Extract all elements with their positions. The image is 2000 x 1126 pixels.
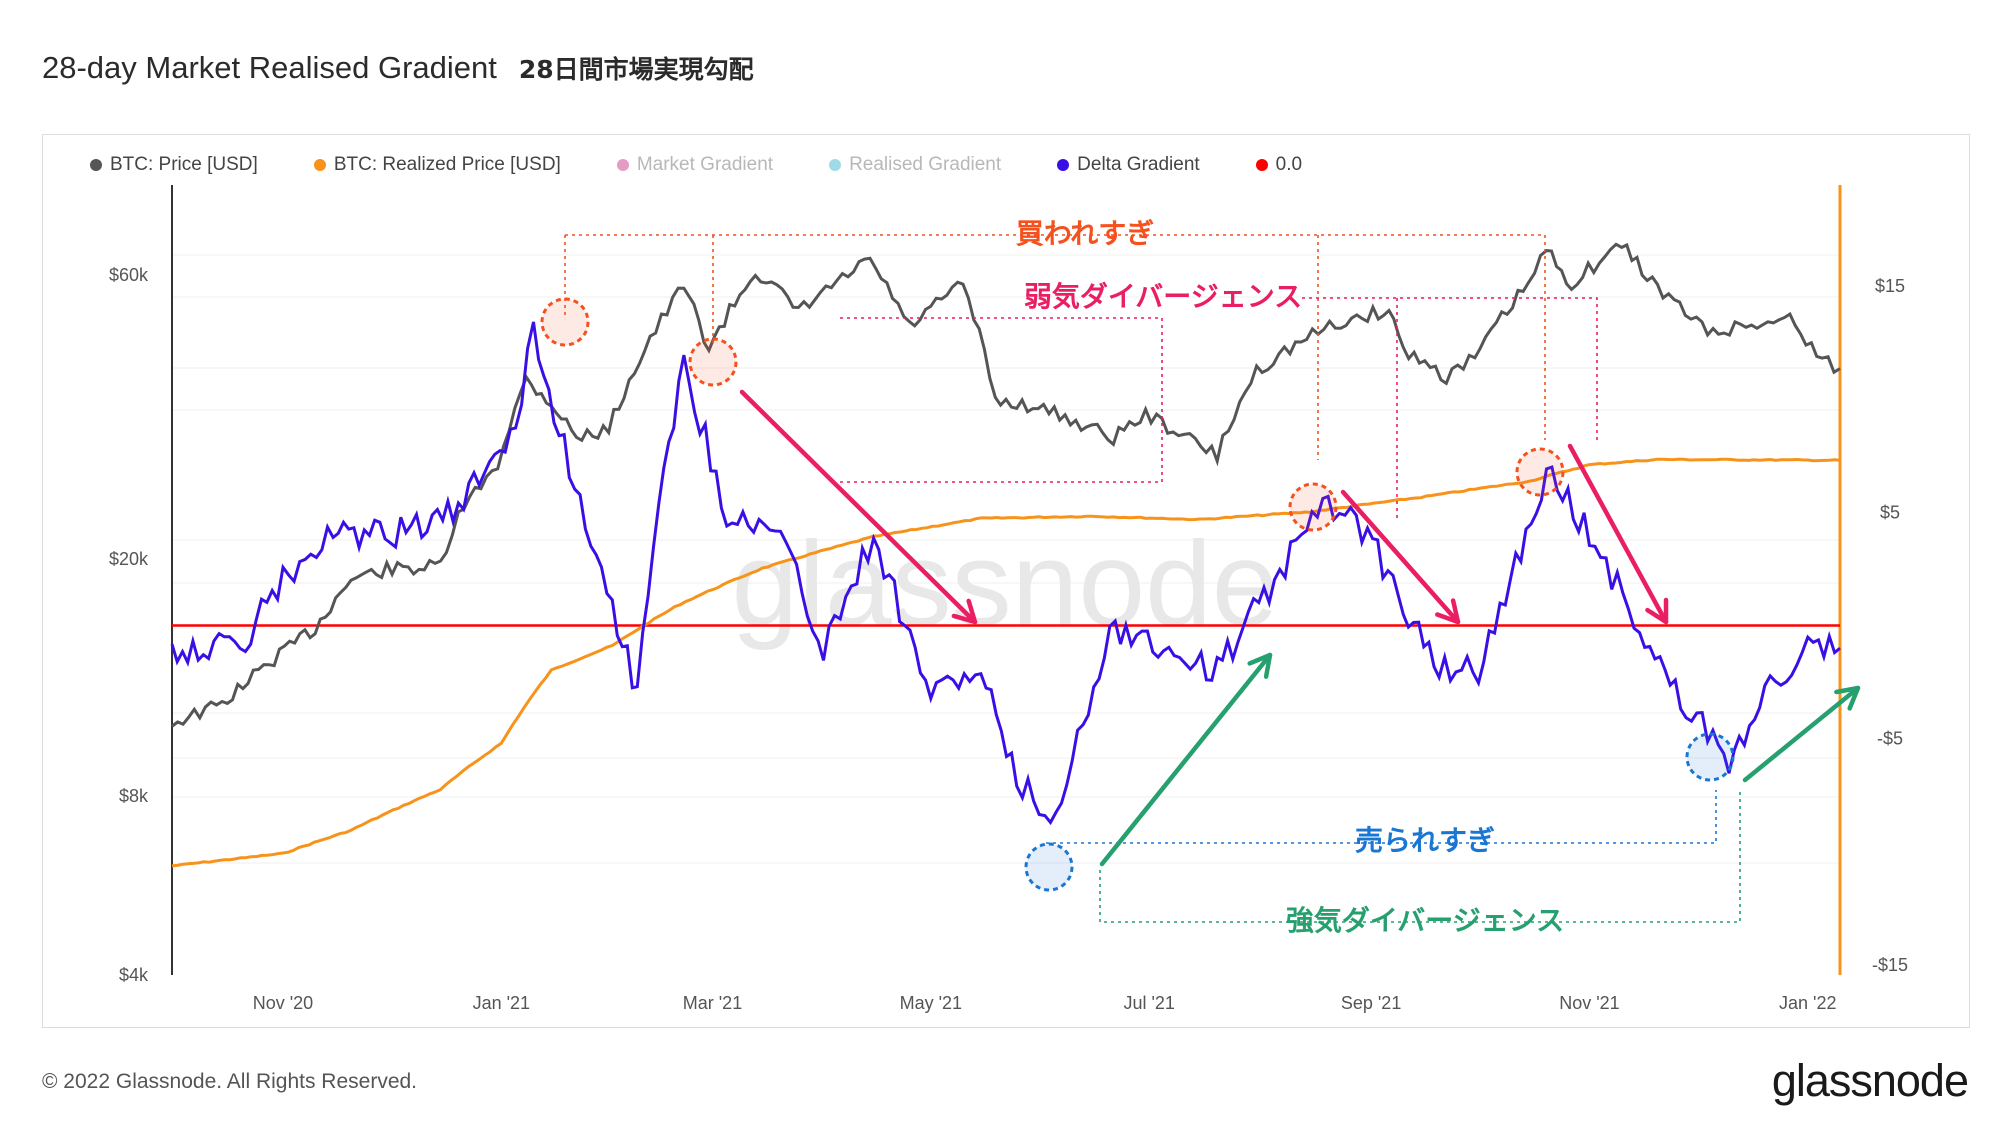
x-tick-label-0: Nov '20 (253, 993, 313, 1013)
left-tick-label-1: $20k (109, 549, 149, 569)
strong-arrow-1-head (1247, 652, 1273, 679)
right-tick-label-2: -$5 (1877, 729, 1903, 749)
legend-item-market-gradient[interactable]: Market Gradient (616, 154, 774, 176)
left-tick-label-0: $60k (109, 265, 149, 285)
overbought-label: 買われすぎ (1016, 217, 1155, 250)
strong-divergence-bracket (1099, 790, 1741, 923)
weak-arrow-2 (1340, 489, 1461, 625)
right-tick-label-3: -$15 (1872, 955, 1908, 975)
legend-label-delta-gradient: Delta Gradient (1077, 154, 1200, 175)
weak-divergence-bracket (840, 297, 1598, 520)
oversold-circle-1 (1685, 732, 1735, 782)
weak-arrow-1-head (951, 598, 978, 625)
legend-label-market-gradient: Market Gradient (636, 154, 774, 175)
chart-title-row: 28-day Market Realised Gradient 28日間市場実現… (42, 50, 754, 86)
right-tick-label-1: $5 (1880, 502, 1900, 522)
overbought-circle-3 (1515, 447, 1565, 497)
legend-label-zero-line: 0.0 (1275, 154, 1303, 175)
chart-title: 28-day Market Realised Gradient (42, 50, 497, 85)
x-tick-label-1: Jan '21 (473, 993, 530, 1013)
legend-label-price: BTC: Price [USD] (110, 154, 258, 175)
legend-dot-realized-price (313, 159, 326, 171)
chart-legend: BTC: Price [USD] BTC: Realized Price [US… (90, 154, 1302, 176)
legend-item-realized-price[interactable]: BTC: Realized Price [USD] (313, 154, 561, 176)
legend-item-realised-gradient[interactable]: Realised Gradient (829, 154, 1001, 176)
oversold-circle-0 (1024, 842, 1074, 892)
overbought-circle-0 (540, 297, 590, 347)
strong-arrow-2 (1742, 685, 1861, 783)
strong-arrow-2-head (1834, 685, 1861, 711)
delta-gradient-line (170, 321, 1841, 826)
strong-arrow-1 (1099, 652, 1273, 867)
weak-arrow-1 (739, 389, 978, 625)
legend-label-realized-price: BTC: Realized Price [USD] (333, 154, 561, 175)
left-tick-label-3: $4k (119, 965, 149, 985)
overbought-circle-2 (1288, 482, 1338, 532)
legend-dot-delta-gradient (1057, 159, 1070, 171)
left-tick-label-2: $8k (119, 786, 149, 806)
legend-item-delta-gradient[interactable]: Delta Gradient (1057, 154, 1200, 176)
weak-arrow-3 (1567, 443, 1669, 625)
weak-arrow-3-head (1645, 597, 1669, 625)
footer-copyright: © 2022 Glassnode. All Rights Reserved. (42, 1070, 418, 1093)
overbought-bracket (564, 234, 1546, 460)
legend-dot-price (90, 159, 102, 171)
legend-item-zero-line[interactable]: 0.0 (1255, 154, 1303, 176)
x-tick-label-4: Jul '21 (1123, 993, 1174, 1013)
overbought-circle-1 (688, 337, 738, 387)
realized-price-line (171, 457, 1841, 868)
legend-dot-zero-line (1255, 159, 1268, 171)
legend-dot-market-gradient (616, 159, 629, 171)
glassnode-watermark: glassnode (731, 517, 1278, 651)
btc-price-line (171, 242, 1841, 728)
x-tick-label-7: Jan '22 (1779, 993, 1836, 1013)
right-tick-label-0: $15 (1875, 276, 1905, 296)
x-tick-label-3: May '21 (900, 993, 962, 1013)
legend-label-realised-gradient: Realised Gradient (849, 154, 1002, 175)
x-tick-label-2: Mar '21 (683, 993, 742, 1013)
chart-subtitle-ja: 28日間市場実現勾配 (518, 55, 754, 84)
x-tick-label-6: Nov '21 (1559, 993, 1619, 1013)
x-tick-label-5: Sep '21 (1341, 993, 1402, 1013)
legend-dot-realised-gradient (829, 159, 842, 171)
weak-arrow-2-head (1435, 598, 1461, 625)
legend-item-price[interactable]: BTC: Price [USD] (90, 154, 258, 176)
glassnode-logo: glassnode (1771, 1055, 1969, 1106)
oversold-label: 売られすぎ (1355, 824, 1495, 857)
strong-divergence-label: 強気ダイバージェンス (1286, 904, 1564, 937)
chart-frame (42, 134, 1970, 1028)
weak-divergence-label: 弱気ダイバージェンス (1024, 280, 1302, 313)
